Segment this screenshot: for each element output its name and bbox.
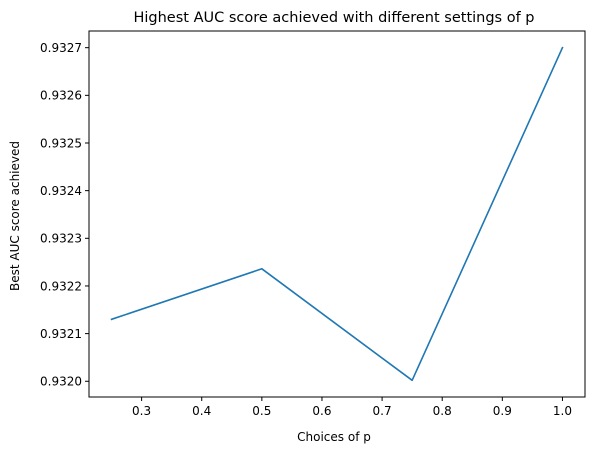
y-tick-label: 0.9321 [40, 327, 82, 341]
y-tick-label: 0.9326 [40, 89, 82, 103]
x-tick-label: 0.5 [252, 404, 271, 418]
plot-area: 0.3 0.4 0.5 0.6 0.7 0.8 0.9 1.0 0.9320 0.9321 0.93… [40, 31, 585, 418]
y-axis-label: Best AUC score achieved [8, 141, 22, 291]
x-tick-label: 0.9 [493, 404, 512, 418]
y-tick-label: 0.9327 [40, 41, 82, 55]
plot-frame [89, 31, 585, 397]
x-tick-label: 0.3 [132, 404, 151, 418]
chart-title: Highest AUC score achieved with differen… [133, 10, 534, 26]
y-tick-label: 0.9324 [40, 184, 82, 198]
x-tick-label: 0.7 [373, 404, 392, 418]
series-line [112, 48, 563, 381]
y-tick-label: 0.9320 [40, 375, 82, 389]
x-axis-label: Choices of p [297, 430, 371, 444]
x-tick-label: 0.8 [433, 404, 452, 418]
x-tick-label: 0.6 [312, 404, 331, 418]
x-tick-label: 1.0 [553, 404, 572, 418]
x-tick-label: 0.4 [192, 404, 211, 418]
y-tick-label: 0.9325 [40, 136, 82, 150]
y-tick-label: 0.9322 [40, 279, 82, 293]
y-tick-label: 0.9323 [40, 232, 82, 246]
